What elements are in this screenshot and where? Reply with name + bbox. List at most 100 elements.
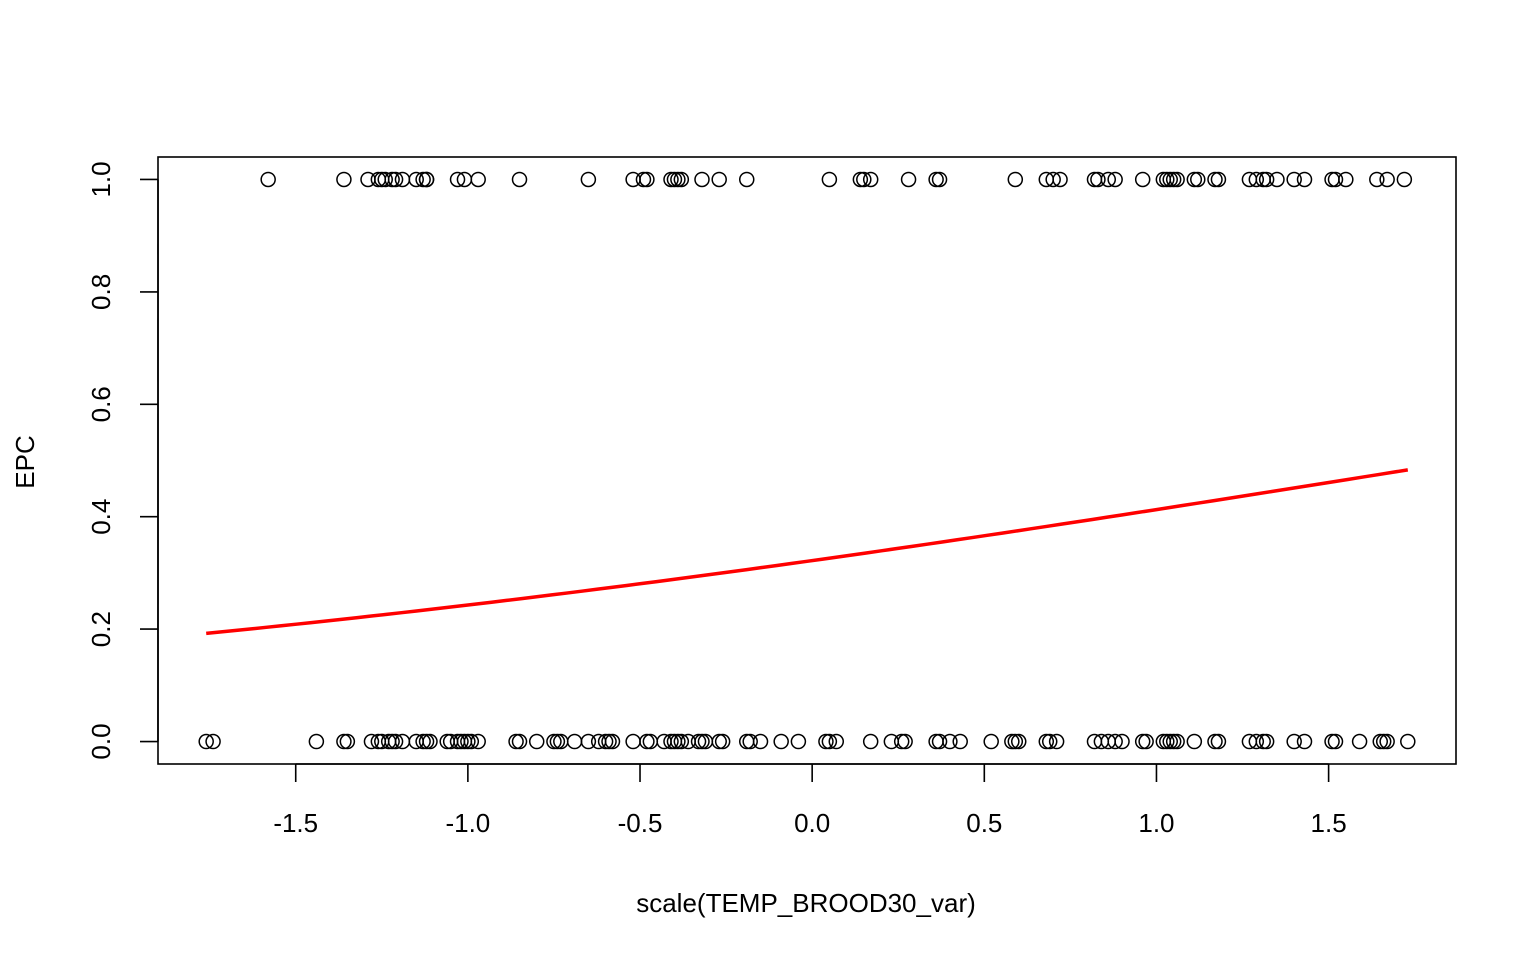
data-point (897, 733, 913, 750)
data-point (711, 171, 727, 188)
data-point (1107, 171, 1123, 188)
x-tick-label: 1.5 (1311, 808, 1347, 838)
data-point (198, 733, 214, 750)
data-point (714, 733, 731, 750)
data-point (1269, 171, 1285, 188)
data-point (1138, 733, 1154, 750)
data-point (856, 171, 872, 188)
data-point (1007, 171, 1024, 188)
x-tick-label: -0.5 (618, 808, 663, 838)
data-point (1375, 733, 1392, 750)
data-point (601, 733, 617, 750)
data-point (1045, 171, 1061, 188)
data-point (818, 733, 834, 750)
data-point (666, 171, 683, 188)
data-point (931, 171, 948, 188)
data-point (470, 171, 486, 188)
data-point (639, 733, 655, 750)
data-point (453, 733, 469, 750)
data-point (1369, 171, 1385, 188)
data-point (639, 171, 655, 188)
data-point (1248, 733, 1265, 750)
data-point (415, 171, 431, 188)
data-point (597, 733, 614, 750)
data-point (1400, 733, 1416, 750)
data-point (738, 171, 755, 188)
data-point (580, 171, 597, 188)
data-point (1007, 733, 1024, 750)
data-point (1207, 171, 1223, 188)
data-point (1169, 171, 1185, 188)
data-point (1052, 171, 1068, 188)
data-point (415, 733, 431, 750)
points-layer (198, 171, 1416, 750)
data-point (549, 733, 566, 750)
data-point (511, 733, 528, 750)
data-point (983, 733, 999, 750)
data-point (900, 171, 917, 188)
data-point (862, 171, 879, 188)
data-point (1327, 733, 1344, 750)
data-point (1324, 733, 1340, 750)
x-tick-label: 0.5 (966, 808, 1002, 838)
data-point (711, 733, 727, 750)
data-point (1134, 733, 1151, 750)
x-tick-label: -1.5 (273, 808, 318, 838)
data-point (1004, 733, 1020, 750)
data-point (852, 171, 869, 188)
data-point (752, 733, 769, 750)
data-point (460, 733, 476, 750)
data-point (1041, 733, 1058, 750)
data-point (952, 733, 968, 750)
data-point (1162, 733, 1178, 750)
data-point (694, 171, 710, 188)
data-point (694, 733, 710, 750)
data-point (1210, 171, 1227, 188)
data-point (893, 733, 910, 750)
data-point (1327, 171, 1344, 188)
x-tick-label: 1.0 (1138, 808, 1174, 838)
data-point (260, 171, 276, 188)
data-point (387, 171, 404, 188)
data-point (363, 733, 380, 750)
data-point (1207, 733, 1223, 750)
data-point (1210, 733, 1227, 750)
data-point (1286, 733, 1302, 750)
data-point (604, 733, 621, 750)
data-point (1114, 733, 1130, 750)
data-point (1338, 171, 1354, 188)
data-point (511, 171, 528, 188)
data-point (384, 733, 400, 750)
data-point (1190, 171, 1206, 188)
data-point (931, 733, 948, 750)
data-point (1100, 171, 1117, 188)
data-point (1169, 733, 1185, 750)
data-point (1038, 733, 1055, 750)
data-point (1296, 733, 1313, 750)
y-tick-label: 0.2 (86, 611, 116, 647)
y-tick-label: 0.4 (86, 499, 116, 535)
data-point (418, 733, 435, 750)
data-point (1186, 733, 1203, 750)
data-point (1351, 733, 1368, 750)
data-point (377, 171, 393, 188)
data-point (1258, 171, 1275, 188)
data-point (690, 733, 707, 750)
data-point (205, 733, 221, 750)
data-point (339, 733, 356, 750)
data-point (742, 733, 758, 750)
data-point (828, 733, 845, 750)
data-point (928, 171, 944, 188)
x-tick-label: 0.0 (794, 808, 830, 838)
data-point (1258, 733, 1275, 750)
data-point (1010, 733, 1027, 750)
data-point (1396, 171, 1413, 188)
data-point (449, 171, 466, 188)
data-point (336, 733, 352, 750)
data-point (1048, 733, 1065, 750)
data-point (422, 733, 438, 750)
data-point (635, 171, 652, 188)
data-point (1379, 733, 1395, 750)
data-point (1379, 171, 1395, 188)
